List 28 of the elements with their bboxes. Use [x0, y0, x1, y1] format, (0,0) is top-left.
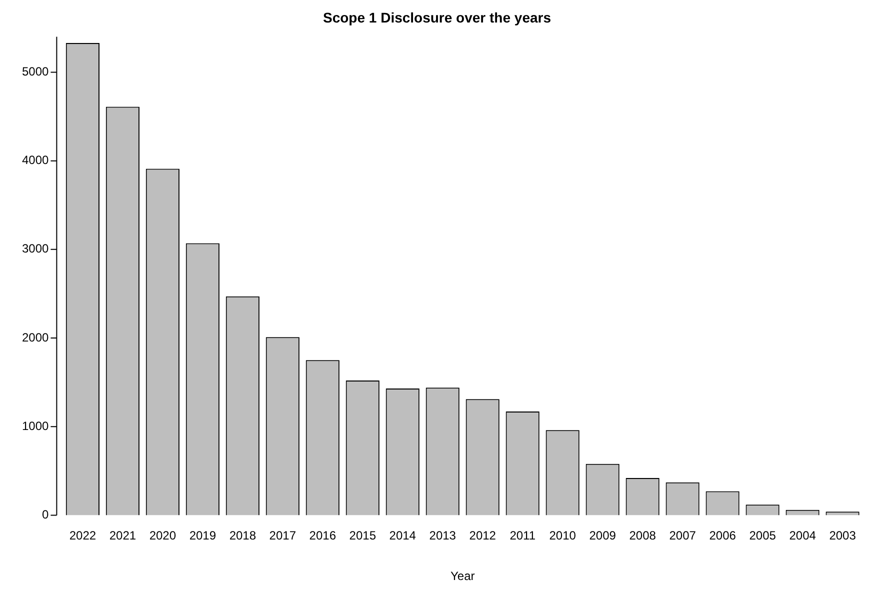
x-tick-label: 2020: [149, 528, 176, 543]
y-tick-label: 2000: [22, 330, 50, 344]
x-tick-label: 2019: [189, 528, 216, 543]
y-tick-label: 4000: [22, 153, 50, 168]
y-tick-label: 3000: [22, 242, 50, 256]
x-tick-label: 2006: [709, 528, 736, 543]
x-tick-label: 2012: [469, 528, 496, 543]
x-tick-label: 2004: [789, 528, 816, 543]
x-tick-label: 2011: [510, 528, 536, 543]
y-tick-label: 5000: [22, 64, 50, 79]
y-tick-label: 0: [42, 508, 50, 522]
x-tick-label: 2005: [749, 528, 776, 543]
x-tick-label: 2017: [269, 528, 296, 543]
x-axis-title: Year: [450, 569, 475, 584]
x-tick-label: 2009: [589, 528, 616, 543]
x-tick-label: 2015: [349, 528, 376, 543]
x-tick-label: 2013: [429, 528, 456, 543]
x-tick-label: 2007: [669, 528, 696, 543]
x-tick-label: 2021: [109, 528, 136, 543]
x-tick-label: 2016: [309, 528, 336, 543]
x-tick-label: 2018: [229, 528, 256, 543]
x-tick-label: 2008: [629, 528, 656, 543]
x-tick-label: 2003: [829, 528, 856, 543]
x-tick-label: 2022: [69, 528, 96, 543]
y-tick-label: 1000: [22, 418, 50, 433]
x-tick-label: 2014: [389, 528, 416, 543]
x-tick-label: 2010: [549, 528, 576, 543]
chart-title: Scope 1 Disclosure over the years: [323, 9, 552, 26]
